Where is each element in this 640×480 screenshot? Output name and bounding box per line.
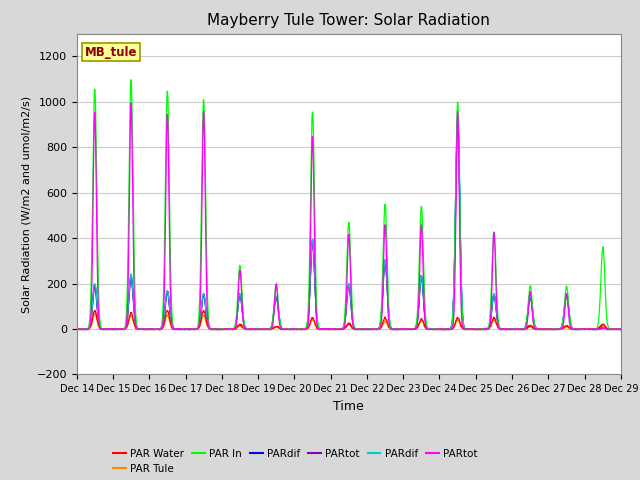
- Y-axis label: Solar Radiation (W/m2 and umol/m2/s): Solar Radiation (W/m2 and umol/m2/s): [21, 96, 31, 312]
- Legend: PAR Water, PAR Tule, PAR In, PARdif, PARtot, PARdif, PARtot: PAR Water, PAR Tule, PAR In, PARdif, PAR…: [109, 444, 481, 478]
- Title: Mayberry Tule Tower: Solar Radiation: Mayberry Tule Tower: Solar Radiation: [207, 13, 490, 28]
- Text: MB_tule: MB_tule: [85, 46, 138, 59]
- X-axis label: Time: Time: [333, 400, 364, 413]
